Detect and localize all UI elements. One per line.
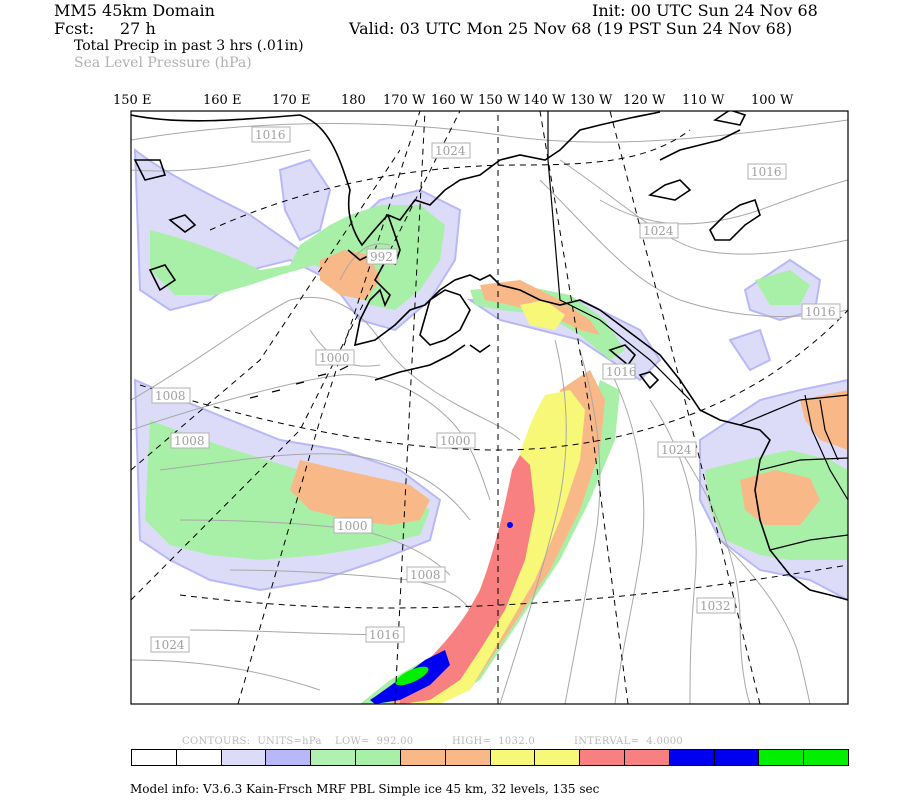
lon-label-170e: 170 E	[272, 93, 311, 108]
colorbar-swatch	[490, 750, 536, 765]
isobar-label: 1000	[337, 519, 368, 533]
isobar-label: 1016	[255, 128, 286, 142]
isobar-label: 1024	[643, 224, 674, 238]
colorbar-swatch	[132, 750, 177, 765]
isobar-label: 1016	[606, 365, 637, 379]
lon-label-160w: 160 W	[431, 93, 474, 108]
lon-label-140w: 140 W	[523, 93, 566, 108]
isobar-label: 1016	[751, 165, 782, 179]
isobars	[131, 119, 848, 704]
colorbar-swatch	[535, 750, 581, 765]
lon-label-170w: 170 W	[383, 93, 426, 108]
contour-interval: INTERVAL= 4.0000	[574, 736, 684, 747]
isobar-label: 1008	[155, 389, 186, 403]
precip-colorbar	[131, 749, 849, 766]
contour-low: LOW= 992.00	[335, 736, 414, 747]
lon-label-110w: 110 W	[682, 93, 725, 108]
lon-label-130w: 130 W	[570, 93, 613, 108]
isobar-label: 1008	[174, 434, 205, 448]
lon-label-180: 180	[341, 93, 366, 108]
colorbar-swatch	[221, 750, 267, 765]
colorbar-swatch	[356, 750, 401, 765]
lon-label-120w: 120 W	[623, 93, 666, 108]
lon-label-100w: 100 W	[751, 93, 794, 108]
init-time: Init: 00 UTC Sun 24 Nov 68	[592, 1, 818, 20]
isobar-label: 1024	[661, 443, 692, 457]
map-frame	[130, 110, 849, 705]
colorbar-swatch	[804, 750, 848, 765]
precip-heavy-green	[395, 666, 429, 686]
isobar-label: 1016	[805, 305, 836, 319]
lon-label-160e: 160 E	[203, 93, 242, 108]
isobar-label: 1016	[369, 628, 400, 642]
colorbar-swatch	[400, 750, 446, 765]
lon-label-150w: 150 W	[478, 93, 521, 108]
valid-time: Valid: 03 UTC Mon 25 Nov 68 (19 PST Sun …	[349, 19, 793, 38]
borders	[547, 111, 848, 551]
isobar-label: 1000	[440, 434, 471, 448]
isobar-label: 1000	[319, 351, 350, 365]
forecast-hour: 27 h	[120, 19, 156, 38]
isobar-label: 1024	[435, 144, 466, 158]
colorbar-swatch	[580, 750, 625, 765]
domain-title: MM5 45km Domain	[54, 1, 215, 20]
field-slp-title: Sea Level Pressure (hPa)	[74, 55, 252, 71]
lon-label-150e: 150 E	[113, 93, 152, 108]
coastlines	[131, 111, 848, 601]
colorbar-swatch	[311, 750, 357, 765]
contour-units: CONTOURS: UNITS=hPa	[182, 736, 322, 747]
colorbar-swatch	[759, 750, 805, 765]
field-precip-title: Total Precip in past 3 hrs (.01in)	[74, 38, 304, 54]
aleutian-islands	[249, 365, 349, 399]
colorbar-swatch	[669, 750, 715, 765]
forecast-label: Fcst:	[54, 19, 95, 38]
colorbar-swatch	[714, 750, 760, 765]
colorbar-swatch	[176, 750, 222, 765]
isobar-label: 992	[370, 250, 393, 264]
isobar-label: 1008	[410, 568, 441, 582]
colorbar-swatch	[266, 750, 312, 765]
colorbar-swatch	[624, 750, 670, 765]
model-info: Model info: V3.6.3 Kain-Frsch MRF PBL Si…	[130, 782, 600, 796]
isobar-label: 1032	[700, 599, 731, 613]
isobar-labels: 1016 1024 1016 1024 1016 992 1000 1008 1…	[150, 126, 841, 653]
contour-high: HIGH= 1032.0	[452, 736, 536, 747]
colorbar-swatch	[445, 750, 491, 765]
isobar-label: 1024	[154, 638, 185, 652]
